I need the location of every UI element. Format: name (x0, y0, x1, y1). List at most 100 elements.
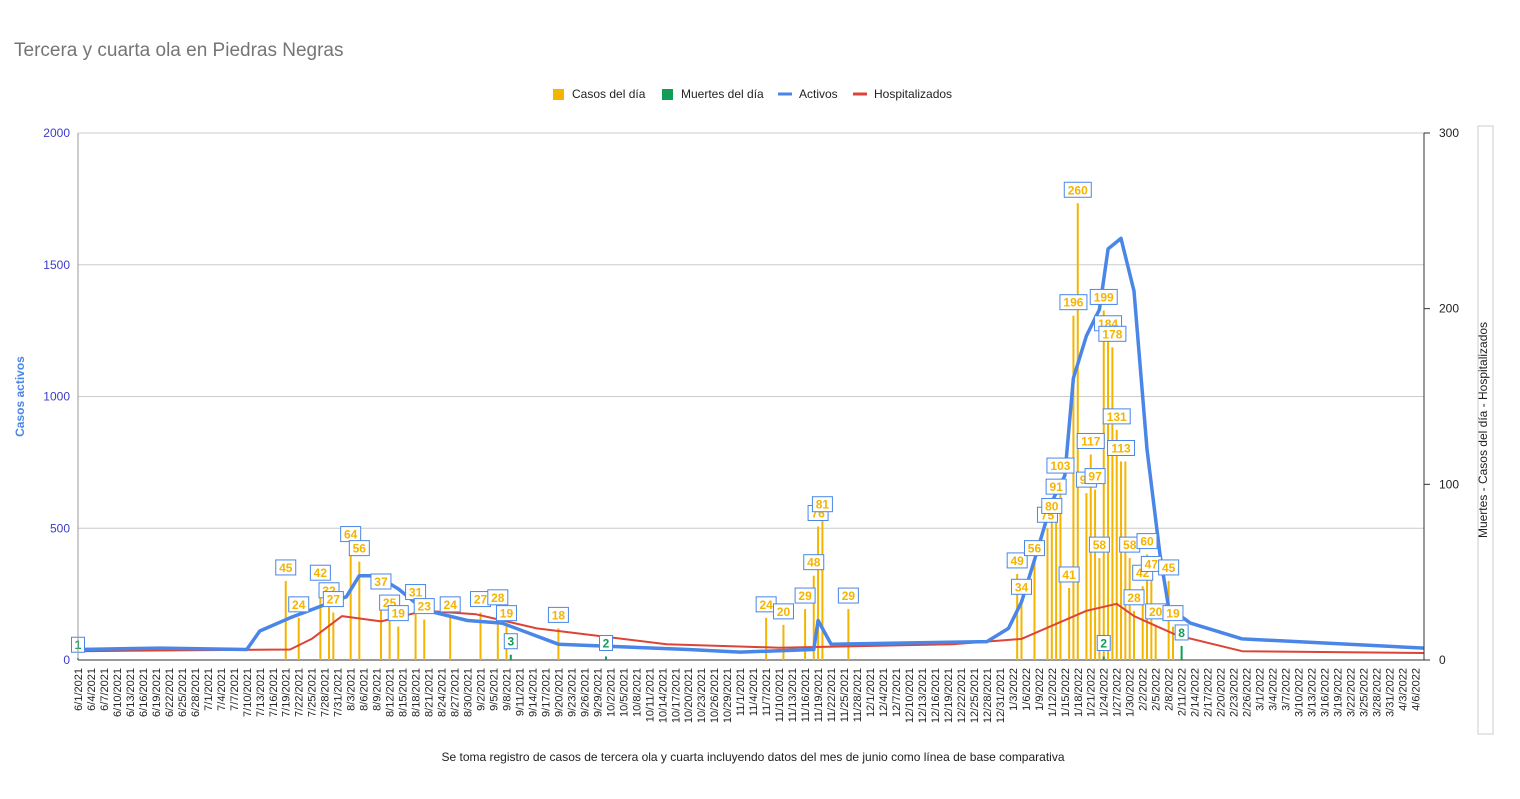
data-label-casos-box (772, 603, 794, 620)
bar-casos-del-dia (782, 624, 785, 660)
x-tick-label: 12/16/2021 (930, 668, 942, 723)
x-tick-label: 9/17/2021 (540, 668, 552, 717)
footnote: Se toma registro de casos de tercera ola… (441, 750, 1064, 764)
bar-casos-del-dia (812, 575, 815, 660)
data-label-casos: 19 (500, 607, 514, 621)
x-tick-label: 2/17/2022 (1203, 668, 1215, 717)
data-label-casos: 20 (777, 605, 791, 619)
data-label-casos-box (487, 589, 509, 606)
data-label-casos: 60 (1140, 535, 1154, 549)
x-tick-label: 11/10/2021 (774, 668, 786, 722)
data-label-casos-box (439, 596, 461, 613)
data-label-casos: 196 (1063, 296, 1083, 310)
x-tick-label: 3/4/2022 (1268, 668, 1280, 711)
data-label-casos: 45 (1162, 561, 1176, 575)
x-tick-label: 7/22/2021 (294, 668, 306, 717)
data-label-casos: 19 (392, 607, 406, 621)
bar-casos-del-dia (1089, 454, 1092, 660)
x-tick-label: 9/29/2021 (592, 668, 604, 717)
x-tick-label: 10/11/2021 (644, 668, 656, 722)
x-tick-label: 6/19/2021 (151, 668, 163, 717)
legend-swatch (553, 89, 564, 100)
bar-casos-del-dia (1098, 558, 1101, 660)
x-tick-label: 8/24/2021 (437, 668, 449, 717)
x-tick-label: 12/7/2021 (891, 668, 903, 717)
x-tick-label: 6/7/2021 (99, 668, 111, 711)
x-tick-label: 1/27/2022 (1112, 668, 1124, 717)
data-label-casos-box (1058, 566, 1080, 583)
bar-casos-del-dia (414, 605, 417, 660)
legend-label: Muertes del día (681, 87, 764, 101)
left-tick-label: 0 (63, 653, 70, 667)
data-label-muertes-box (1174, 624, 1189, 641)
bar-casos-del-dia (821, 517, 824, 660)
data-label-casos: 58 (1123, 538, 1137, 552)
data-label-casos-box (811, 496, 833, 513)
x-tick-label: 9/8/2021 (501, 668, 513, 711)
x-tick-label: 7/4/2021 (216, 668, 228, 711)
x-tick-label: 7/31/2021 (333, 668, 345, 717)
data-label-casos: 41 (1062, 568, 1076, 582)
x-tick-label: 3/22/2022 (1345, 668, 1357, 717)
x-tick-label: 11/7/2021 (761, 668, 773, 716)
x-tick-label: 6/1/2021 (73, 668, 85, 711)
legend-swatch (662, 89, 673, 100)
bar-casos-del-dia (319, 586, 322, 660)
data-label-casos: 42 (314, 566, 328, 580)
data-label-muertes-box (599, 634, 614, 651)
data-label-casos: 23 (418, 600, 432, 614)
data-label-casos: 28 (491, 591, 505, 605)
axes-layer: 0 500 1000 1500 2000 0 100 200 300 Casos activos M… (13, 126, 1490, 723)
x-tick-label: 9/14/2021 (527, 668, 539, 717)
left-axis-title: Casos activos (13, 356, 27, 437)
bar-casos-del-dia (1016, 573, 1019, 660)
bar-casos-del-dia (1076, 203, 1079, 660)
data-label-casos-box (1102, 408, 1131, 425)
data-label-casos-box (1098, 325, 1127, 342)
x-tick-label: 2/23/2022 (1229, 668, 1241, 717)
x-tick-label: 9/2/2021 (476, 668, 488, 711)
x-tick-label: 9/20/2021 (553, 668, 565, 717)
data-label-casos: 34 (1015, 580, 1029, 594)
data-label-casos: 47 (1145, 557, 1159, 571)
bar-casos-del-dia (449, 617, 452, 660)
x-tick-label: 6/28/2021 (190, 668, 202, 717)
data-label-muertes-box (1096, 634, 1111, 651)
bar-casos-del-dia (297, 617, 300, 660)
bar-muertes-del-dia (605, 656, 608, 660)
x-tick-label: 2/26/2022 (1242, 668, 1254, 717)
data-label-casos: 27 (474, 593, 488, 607)
x-tick-label: 11/19/2021 (813, 668, 825, 722)
data-label-casos-box (370, 573, 392, 590)
x-tick-label: 10/5/2021 (618, 668, 630, 717)
right-tick-label: 0 (1439, 653, 1446, 667)
x-tick-label: 2/20/2022 (1216, 668, 1228, 717)
data-label-casos: 37 (374, 575, 388, 589)
x-tick-label: 1/12/2022 (1047, 668, 1059, 717)
bar-casos-del-dia (1128, 558, 1131, 660)
x-tick-label: 10/20/2021 (683, 668, 695, 723)
x-tick-label: 8/18/2021 (411, 668, 423, 717)
bar-casos-del-dia (1046, 528, 1049, 660)
x-tick-label: 1/15/2022 (1060, 668, 1072, 717)
chart-title: Tercera y cuarta ola en Piedras Negras (14, 40, 344, 61)
data-label-casos-box (1088, 536, 1110, 553)
data-label-casos-box (1089, 288, 1118, 305)
data-label-casos-box (1059, 294, 1088, 311)
data-label-casos-box (1107, 439, 1136, 456)
data-label-casos-box (413, 598, 435, 615)
data-label-casos: 28 (1127, 591, 1141, 605)
bar-casos-del-dia (328, 603, 331, 660)
x-tick-label: 9/11/2021 (514, 668, 526, 716)
data-label-casos-box (288, 596, 310, 613)
x-tick-label: 12/4/2021 (878, 668, 890, 717)
x-tick-label: 12/31/2021 (995, 668, 1007, 723)
bar-casos-del-dia (423, 619, 426, 660)
x-tick-label: 11/22/2021 (826, 668, 838, 722)
data-label-casos-box (1041, 497, 1063, 514)
data-label-muertes: 2 (603, 636, 610, 650)
x-tick-label: 1/3/2022 (1008, 668, 1020, 711)
bar-casos-del-dia (496, 610, 499, 660)
data-label-casos: 24 (292, 598, 306, 612)
data-label-casos-box (1076, 432, 1105, 449)
